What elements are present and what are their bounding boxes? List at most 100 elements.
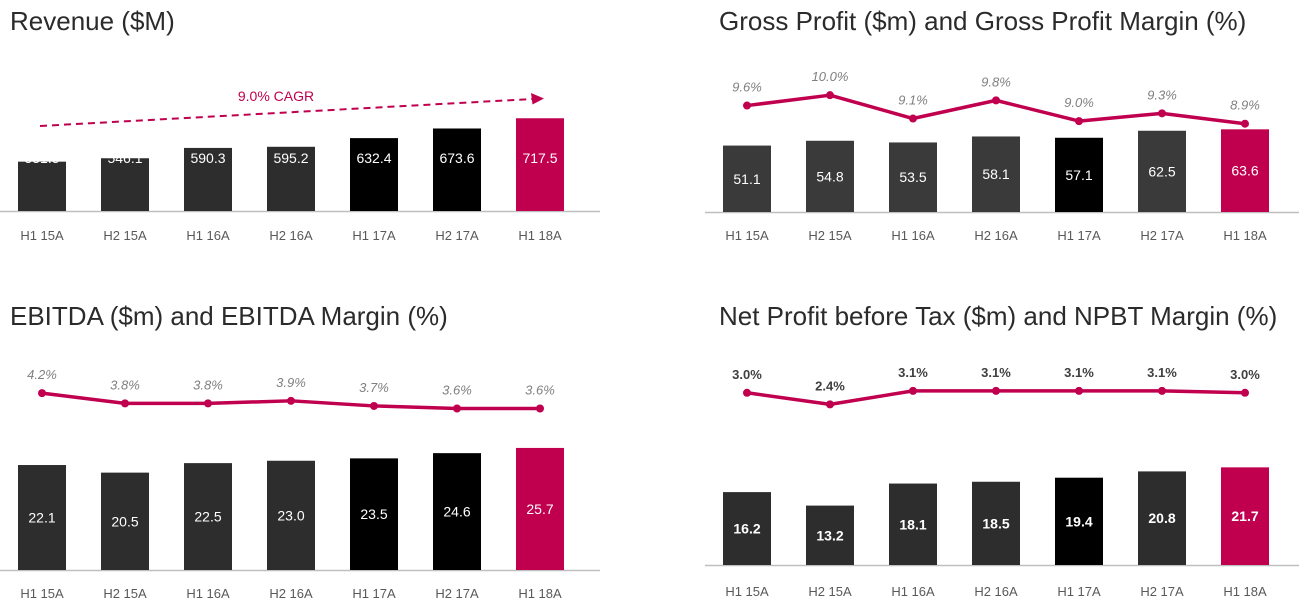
bar-revenue-1 [101,158,149,211]
margin-label: 9.8% [981,74,1011,89]
bar-value-label: 717.5 [522,150,557,166]
bar-gross-profit-2 [889,142,937,212]
x-tick-label: H2 17A [435,586,479,601]
margin-label: 3.0% [732,367,762,382]
x-tick-label: H2 15A [103,586,147,601]
margin-label: 3.1% [1147,365,1177,380]
bar-gross-profit-6 [1221,129,1269,212]
cagr-arrow-head [531,93,544,105]
margin-point-gross-profit-4 [1075,117,1083,126]
bar-revenue-4 [350,138,398,211]
margin-label: 10.0% [812,69,849,84]
bar-value-label: 22.1 [28,510,55,526]
margin-label: 3.0% [1230,367,1260,382]
bar-value-label: 62.5 [1148,163,1175,179]
margin-point-ebitda-2 [204,399,212,408]
bar-npbt-3 [972,481,1020,565]
bar-value-label: 23.5 [360,506,387,522]
x-tick-label: H1 17A [352,228,396,243]
x-tick-label: H1 18A [518,586,562,601]
margin-point-npbt-2 [909,386,917,395]
bar-gross-profit-5 [1138,130,1186,212]
margin-point-npbt-0 [743,388,751,397]
margin-point-ebitda-0 [38,389,46,398]
cagr-arrow-line [39,98,533,127]
bar-value-label: 51.1 [733,171,760,187]
bar-npbt-1 [806,505,854,565]
margin-label: 2.4% [815,378,845,393]
bar-value-label: 632.4 [356,150,391,166]
x-tick-label: H2 16A [974,228,1018,243]
revenue-chart-panel: Revenue ($M) 531.5 H1 15A 546.1 H2 15A 590.3… [0,0,600,290]
margin-label: 3.1% [1064,365,1094,380]
npbt-chart-title: Net Profit before Tax ($m) and NPBT Marg… [719,301,1278,331]
bar-value-label: 20.5 [111,513,138,529]
bar-npbt-2 [889,483,937,565]
x-tick-label: H1 18A [518,228,562,243]
margin-point-npbt-4 [1075,386,1083,395]
bar-ebitda-4 [350,458,398,570]
margin-point-npbt-1 [826,400,834,409]
x-tick-label: H2 17A [1140,228,1184,243]
bar-npbt-4 [1055,477,1103,565]
margin-point-ebitda-1 [121,399,129,408]
ebitda-chart-title: EBITDA ($m) and EBITDA Margin (%) [10,301,448,331]
revenue-chart: 531.5 H1 15A 546.1 H2 15A 590.3 H1 16A 595.2 H2… [0,88,600,243]
margin-point-ebitda-3 [287,396,295,405]
x-tick-label: H1 16A [891,584,935,599]
margin-label: 9.0% [1064,95,1094,110]
x-tick-label: H1 16A [891,228,935,243]
bar-value-label: 19.4 [1065,513,1092,529]
x-tick-label: H1 15A [20,228,64,243]
x-tick-label: H2 15A [808,228,852,243]
bar-value-label: 595.2 [273,150,308,166]
ebitda-chart-panel: EBITDA ($m) and EBITDA Margin (%) 22.1 H1… [0,295,600,603]
margin-point-gross-profit-1 [826,91,834,100]
margin-label: 3.1% [981,365,1011,380]
margin-label: 3.8% [193,377,223,392]
margin-label: 3.1% [898,365,928,380]
margin-label: 3.8% [110,377,140,392]
bar-value-label: 53.5 [899,169,926,185]
margin-label: 3.9% [276,375,306,390]
x-tick-label: H1 15A [725,228,769,243]
margin-point-gross-profit-0 [743,101,751,110]
x-tick-label: H1 15A [20,586,64,601]
bar-ebitda-5 [433,453,481,570]
x-tick-label: H2 17A [435,228,479,243]
bar-gross-profit-1 [806,140,854,212]
bar-ebitda-3 [267,460,315,570]
x-tick-label: H1 16A [186,586,230,601]
bar-gross-profit-3 [972,136,1020,212]
bar-npbt-5 [1138,471,1186,565]
bar-value-label: 18.5 [982,515,1009,531]
x-tick-label: H2 16A [269,228,313,243]
ebitda-chart: 22.1 H1 15A 20.5 H2 15A 22.5 H1 16A 23.0 H2 16A… [0,367,600,601]
margin-point-gross-profit-2 [909,114,917,123]
bar-ebitda-1 [101,472,149,570]
bar-value-label: 22.5 [194,509,221,525]
bar-value-label: 20.8 [1148,510,1175,526]
gross-profit-chart-panel: Gross Profit ($m) and Gross Profit Margi… [705,0,1299,290]
npbt-chart: 16.2 H1 15A 13.2 H2 15A 18.1 H1 16A 18.5 H2 16A… [705,365,1299,599]
bar-value-label: 23.0 [277,507,304,523]
margin-point-ebitda-5 [453,404,461,413]
margin-point-gross-profit-5 [1158,109,1166,118]
x-tick-label: H2 15A [103,228,147,243]
margin-label: 4.2% [27,367,57,382]
bar-value-label: 546.1 [107,150,142,166]
bar-npbt-6 [1221,467,1269,565]
margin-label: 9.3% [1147,87,1177,102]
revenue-chart-title: Revenue ($M) [10,6,175,36]
x-tick-label: H1 18A [1223,228,1267,243]
margin-point-gross-profit-6 [1241,119,1249,128]
gross-profit-chart: 51.1 H1 15A 54.8 H2 15A 53.5 H1 16A 58.1 H2 16A… [705,69,1299,243]
margin-point-ebitda-4 [370,401,378,410]
gross-profit-chart-title: Gross Profit ($m) and Gross Profit Margi… [719,6,1247,36]
margin-point-npbt-3 [992,386,1000,395]
bar-value-label: 25.7 [526,501,553,517]
margin-label: 9.6% [732,80,762,95]
margin-point-npbt-5 [1158,386,1166,395]
bar-value-label: 58.1 [982,166,1009,182]
